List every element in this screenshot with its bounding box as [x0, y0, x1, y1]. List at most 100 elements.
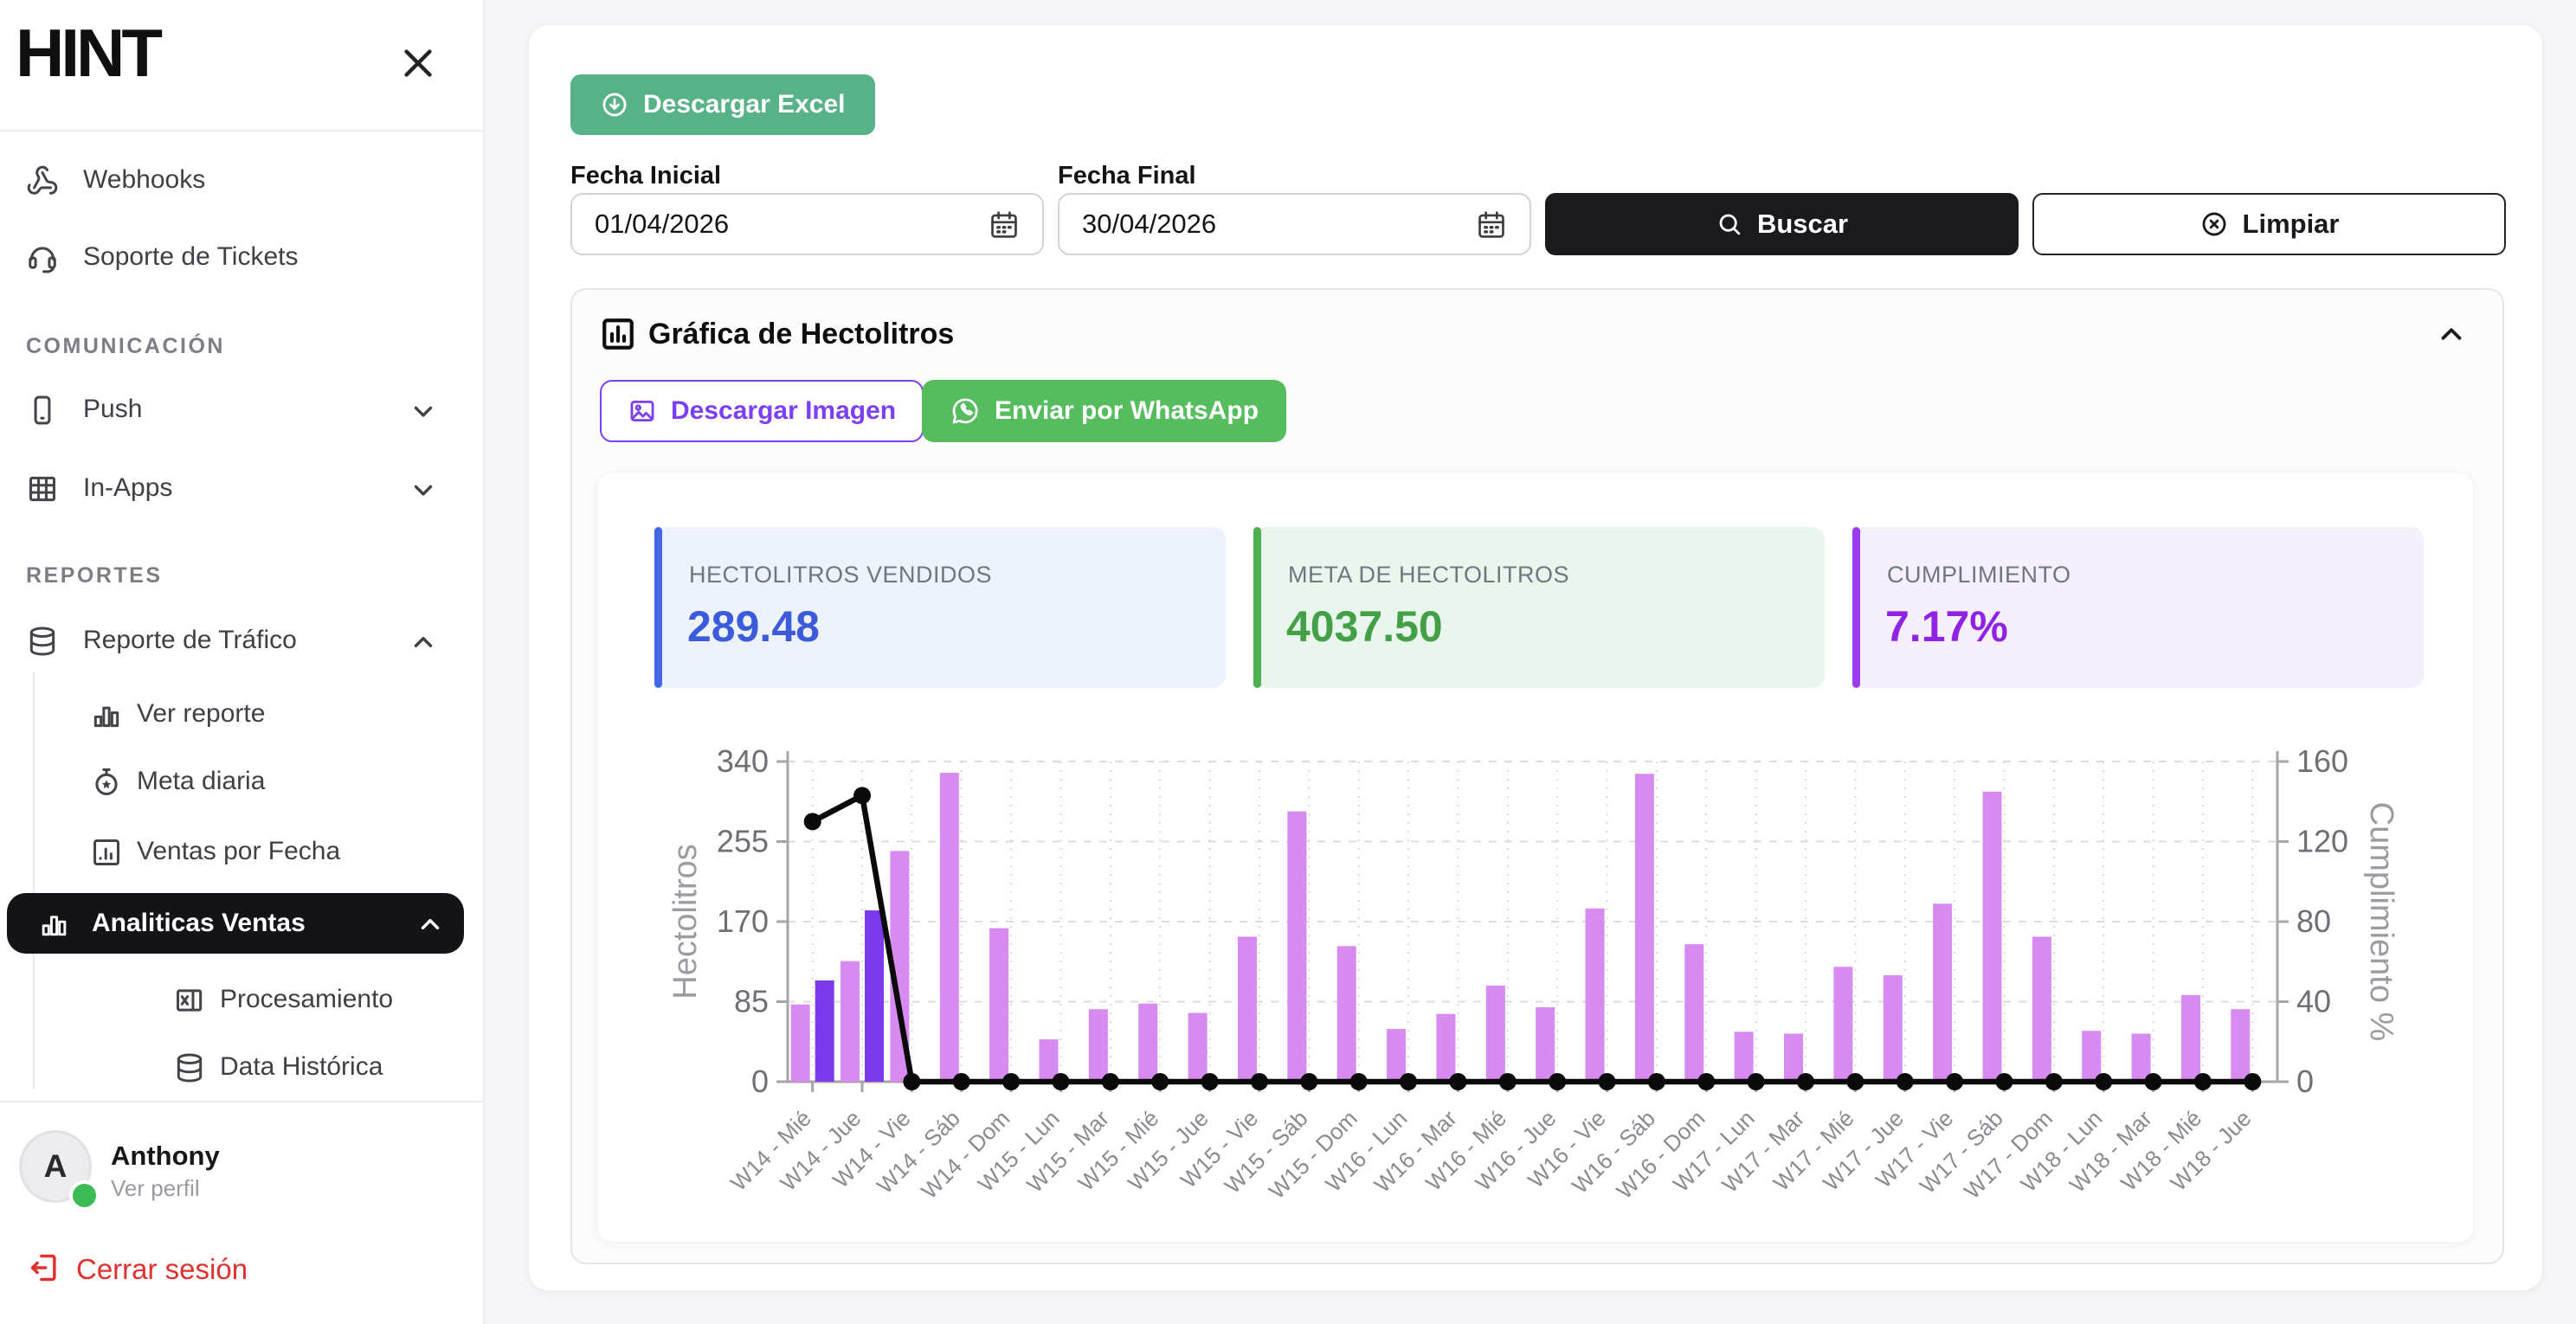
sidebar-section-reportes: REPORTES — [26, 563, 163, 588]
sidebar-item-analiticas-ventas[interactable]: Analiticas Ventas — [7, 893, 464, 954]
database-icon — [173, 1051, 206, 1084]
stopwatch-icon — [90, 766, 123, 799]
download-circle-icon — [600, 90, 629, 119]
svg-text:170: 170 — [717, 903, 769, 939]
sidebar-item-webhooks[interactable]: Webhooks — [0, 151, 483, 211]
download-image-label: Descargar Imagen — [671, 396, 896, 426]
sidebar-item-push[interactable]: Push — [0, 380, 483, 440]
circle-x-icon — [2199, 209, 2229, 239]
fecha-final-label: Fecha Final — [1058, 162, 1196, 190]
send-whatsapp-button[interactable]: Enviar por WhatsApp — [922, 380, 1286, 442]
excel-icon — [173, 984, 206, 1017]
stat-label: HECTOLITROS VENDIDOS — [689, 562, 992, 588]
sidebar-item-label: Webhooks — [83, 165, 205, 195]
app: { "sidebar": { "logo": "HINT", "close_ic… — [0, 0, 2576, 1324]
svg-text:340: 340 — [717, 743, 769, 779]
hectolitros-chart-card: Gráfica de Hectolitros Descargar Imagen … — [570, 288, 2504, 1264]
sidebar-item-soporte-de-tickets[interactable]: Soporte de Tickets — [0, 228, 483, 288]
sidebar-item-ver-reporte[interactable]: Ver reporte — [0, 684, 483, 745]
fecha-final-input[interactable] — [1058, 193, 1531, 255]
sidebar-item-label: Data Histórica — [220, 1052, 383, 1082]
stat-accent-bar — [1852, 527, 1860, 688]
sidebar-item-label: Push — [83, 395, 142, 424]
sidebar-item-ventas-por-fecha[interactable]: Ventas por Fecha — [0, 822, 483, 883]
stat-card-hectolitros-vendidos: HECTOLITROS VENDIDOS 289.48 — [654, 527, 1226, 688]
svg-text:Cumplimiento %: Cumplimiento % — [2363, 802, 2399, 1042]
sidebar-item-label: Reporte de Tráfico — [83, 626, 297, 655]
whatsapp-icon — [950, 395, 981, 427]
svg-text:160: 160 — [2296, 743, 2348, 779]
send-whatsapp-label: Enviar por WhatsApp — [995, 396, 1259, 426]
stat-label: CUMPLIMIENTO — [1887, 562, 2071, 588]
buscar-button[interactable]: Buscar — [1545, 193, 2019, 255]
svg-text:0: 0 — [2296, 1064, 2314, 1099]
svg-text:40: 40 — [2296, 984, 2331, 1019]
stat-accent-bar — [654, 527, 662, 688]
chart-title-icon — [600, 316, 636, 352]
chart-panel: HECTOLITROS VENDIDOS 289.48 META DE HECTOL… — [598, 473, 2473, 1242]
limpiar-button[interactable]: Limpiar — [2032, 193, 2506, 255]
sidebar-item-label: Meta diaria — [137, 767, 265, 796]
download-excel-button[interactable]: Descargar Excel — [570, 74, 875, 135]
grid-icon — [26, 472, 59, 505]
svg-text:0: 0 — [751, 1064, 769, 1099]
sidebar: HINT Webhooks Soporte de Tickets COMUNICAC… — [0, 0, 485, 1324]
chevron-up-icon — [415, 909, 445, 939]
webhook-icon — [26, 164, 59, 197]
chart-square-icon — [90, 836, 123, 869]
chevron-up-icon — [409, 627, 438, 657]
hectolitros-chart: 0 85 170 255 340 0 40 80 120 160 Hectolitros Cumpli… — [605, 726, 2466, 1237]
user-name[interactable]: Anthony — [111, 1141, 220, 1172]
stats-row: HECTOLITROS VENDIDOS 289.48 META DE HECTOL… — [654, 527, 2424, 688]
stat-card-meta-de-hectolitros: META DE HECTOLITROS 4037.50 — [1253, 527, 1825, 688]
sidebar-divider — [0, 1101, 483, 1102]
sidebar-item-label: Ventas por Fecha — [137, 837, 340, 866]
chart-card-title: Gráfica de Hectolitros — [648, 318, 954, 351]
sidebar-section-comunicacion: COMUNICACIÓN — [26, 334, 225, 359]
smartphone-icon — [26, 394, 59, 427]
image-icon — [628, 396, 657, 426]
chevron-down-icon — [409, 396, 438, 426]
main-content-card: Descargar Excel Fecha Inicial Fecha Fina… — [528, 24, 2543, 1291]
search-icon — [1716, 210, 1743, 238]
download-image-button[interactable]: Descargar Imagen — [600, 380, 924, 442]
bar-chart-icon — [90, 698, 123, 731]
sidebar-item-meta-diaria[interactable]: Meta diaria — [0, 752, 483, 813]
status-dot — [69, 1180, 100, 1211]
sidebar-divider — [0, 130, 483, 132]
chart-svg: 0 85 170 255 340 0 40 80 120 160 Hectolitros Cumpli… — [605, 726, 2466, 1237]
headset-icon — [26, 241, 59, 274]
close-icon[interactable] — [398, 43, 438, 83]
stat-value: 4037.50 — [1286, 601, 1443, 652]
svg-text:255: 255 — [717, 824, 769, 859]
sidebar-item-reporte-de-trafico[interactable]: Reporte de Tráfico — [0, 611, 483, 672]
sidebar-item-label: Ver reporte — [137, 699, 265, 729]
logout-button[interactable]: Cerrar sesión — [0, 1243, 483, 1295]
svg-text:120: 120 — [2296, 824, 2348, 859]
sidebar-item-label: Procesamiento — [220, 985, 393, 1014]
svg-text:80: 80 — [2296, 903, 2331, 939]
chevron-down-icon — [409, 475, 438, 505]
svg-text:85: 85 — [734, 984, 769, 1019]
database-icon — [26, 625, 59, 658]
stat-label: META DE HECTOLITROS — [1288, 562, 1569, 588]
sidebar-item-procesamiento[interactable]: Procesamiento — [0, 970, 483, 1031]
fecha-inicial-input[interactable] — [570, 193, 1044, 255]
chevron-up-icon[interactable] — [2435, 318, 2468, 350]
fecha-inicial-label: Fecha Inicial — [570, 162, 721, 190]
sidebar-item-in-apps[interactable]: In-Apps — [0, 459, 483, 519]
view-profile-link[interactable]: Ver perfil — [111, 1175, 200, 1202]
sidebar-item-label: Soporte de Tickets — [83, 242, 298, 272]
logout-icon — [28, 1251, 61, 1284]
stat-card-cumplimiento: CUMPLIMIENTO7.17% — [1852, 527, 2424, 688]
sidebar-item-label: In-Apps — [83, 473, 172, 503]
svg-text:Hectolitros: Hectolitros — [667, 844, 704, 999]
download-excel-label: Descargar Excel — [643, 90, 846, 119]
logout-label: Cerrar sesión — [76, 1253, 248, 1286]
app-logo: HINT — [16, 14, 159, 93]
sidebar-item-data-historica[interactable]: Data Histórica — [0, 1038, 483, 1098]
buscar-label: Buscar — [1757, 209, 1848, 240]
stat-value: 289.48 — [687, 601, 820, 652]
limpiar-label: Limpiar — [2243, 209, 2340, 240]
sidebar-item-label: Analiticas Ventas — [92, 909, 306, 938]
